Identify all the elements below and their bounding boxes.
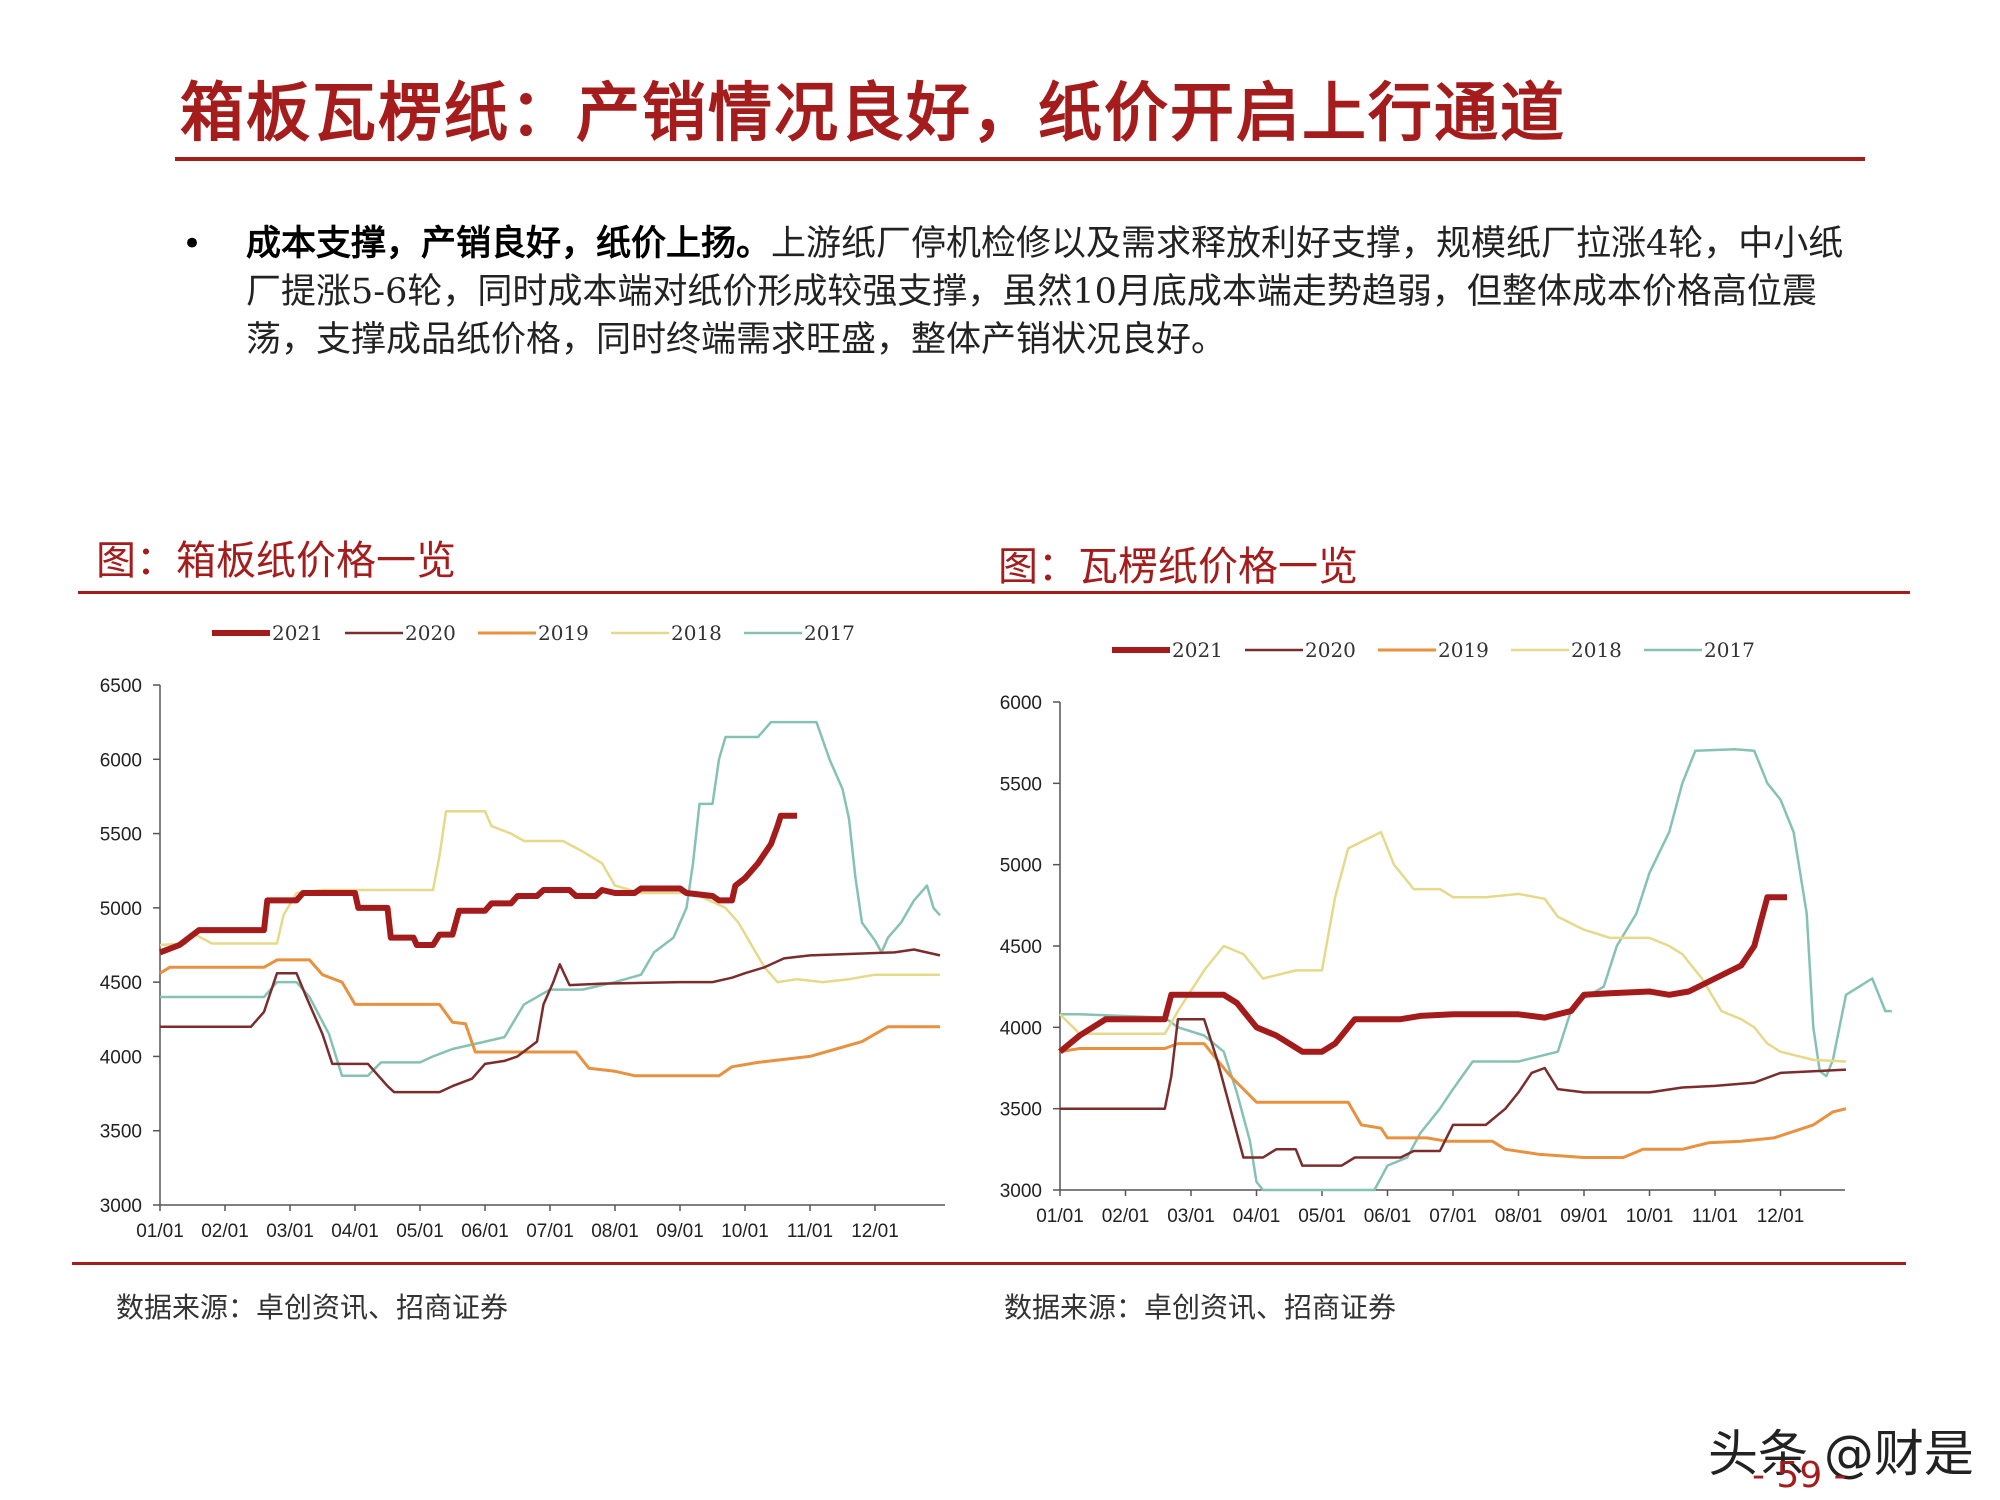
right-x-tick-label: 07/01 (1429, 1206, 1477, 1227)
left-series-line-2017 (160, 720, 941, 1077)
left-x-tick-label: 12/01 (851, 1221, 899, 1242)
right-x-tick-label: 04/01 (1233, 1206, 1281, 1227)
left-y-tick-label: 3500 (100, 1122, 142, 1143)
right-series-line-2019 (1059, 1042, 1847, 1159)
right-y-tick-label: 4000 (1000, 1018, 1042, 1039)
left-x-tick-label: 02/01 (201, 1221, 249, 1242)
left-x-tick-label: 07/01 (526, 1221, 574, 1242)
left-x-tick-label: 09/01 (656, 1221, 704, 1242)
right-x-tick-label: 01/01 (1036, 1206, 1084, 1227)
left-legend-label-2017: 2017 (804, 621, 855, 645)
figure-top-rule (78, 591, 1910, 594)
right-y-tick-label: 3000 (1000, 1181, 1042, 1202)
right-x-tick-label: 11/01 (1692, 1206, 1738, 1227)
right-legend-label-2020: 2020 (1305, 638, 1356, 662)
left-x-tick-label: 08/01 (591, 1221, 639, 1242)
left-y-tick-label: 5500 (100, 825, 142, 846)
left-legend-label-2020: 2020 (405, 621, 456, 645)
right-x-tick-label: 02/01 (1102, 1206, 1150, 1227)
title-underline (175, 157, 1865, 161)
right-series-line-2020 (1060, 1017, 1847, 1167)
right-x-tick-label: 03/01 (1167, 1206, 1215, 1227)
right-y-tick-label: 4500 (1000, 937, 1042, 958)
chart-right: 3000 3500 4000 4500 5000 5500 6000 01/01 02/01 03… (1000, 638, 1892, 1227)
right-y-tick-label: 5000 (1000, 856, 1042, 877)
bullet-bold-lead: 成本支撑，产销良好，纸价上扬。 (246, 224, 772, 264)
left-x-tick-label: 01/01 (136, 1221, 184, 1242)
page-number: - 59 - (1752, 1455, 1847, 1496)
left-legend-label-2019: 2019 (538, 621, 589, 645)
left-y-tick-label: 6000 (100, 750, 142, 771)
right-y-tick-label: 3500 (1000, 1100, 1042, 1121)
left-series-line-2019 (159, 958, 940, 1078)
figure-title-left: 图：箱板纸价格一览 (96, 538, 456, 584)
right-y-tick-label: 6000 (1000, 693, 1042, 714)
chart-left: 3000 3500 4000 4500 5000 5500 6000 6500 01/01 02/… (100, 621, 945, 1242)
left-x-tick-label: 11/01 (787, 1221, 833, 1242)
right-series-line-2018 (1059, 830, 1847, 1063)
figure-bottom-rule (72, 1262, 1906, 1265)
left-x-tick-label: 05/01 (396, 1221, 444, 1242)
left-y-tick-label: 4000 (100, 1047, 142, 1068)
bullet-text: 上游纸厂停机检修以及需求释放利好支撑，规模纸厂拉涨4轮，中小纸厂提涨5-6轮，同… (246, 224, 1844, 360)
left-y-tick-label: 6500 (100, 676, 142, 697)
right-x-tick-label: 08/01 (1495, 1206, 1543, 1227)
left-x-tick-label: 10/01 (721, 1221, 769, 1242)
left-y-tick-label: 4500 (100, 973, 142, 994)
left-x-tick-label: 03/01 (266, 1221, 314, 1242)
left-series-line-2020 (160, 948, 941, 1094)
left-series-line-2018 (159, 810, 940, 984)
left-legend-label-2021: 2021 (272, 621, 323, 645)
right-x-tick-label: 12/01 (1757, 1206, 1805, 1227)
right-x-tick-label: 06/01 (1364, 1206, 1412, 1227)
right-x-tick-label: 10/01 (1626, 1206, 1674, 1227)
left-y-tick-label: 3000 (100, 1196, 142, 1217)
source-left: 数据来源：卓创资讯、招商证券 (116, 1291, 509, 1324)
page-title: 箱板瓦楞纸：产销情况良好，纸价开启上行通道 (180, 77, 1566, 151)
right-legend-label-2019: 2019 (1438, 638, 1489, 662)
bullet-paragraph: 成本支撑，产销良好，纸价上扬。上游纸厂停机检修以及需求释放利好支撑，规模纸厂拉涨… (246, 220, 1846, 364)
source-right: 数据来源：卓创资讯、招商证券 (1004, 1291, 1397, 1324)
right-y-tick-label: 5500 (1000, 774, 1042, 795)
right-x-tick-label: 09/01 (1560, 1206, 1608, 1227)
right-legend-label-2018: 2018 (1571, 638, 1622, 662)
left-x-tick-label: 06/01 (461, 1221, 509, 1242)
right-x-tick-label: 05/01 (1298, 1206, 1346, 1227)
left-legend-label-2018: 2018 (671, 621, 722, 645)
bullet-marker: • (182, 224, 203, 264)
watermark: 头条 @财是 (1708, 1425, 1974, 1483)
figure-title-right: 图：瓦楞纸价格一览 (998, 544, 1358, 590)
left-series-line-2021 (158, 812, 797, 956)
right-legend-label-2017: 2017 (1704, 638, 1755, 662)
left-y-tick-label: 5000 (100, 899, 142, 920)
right-legend-label-2021: 2021 (1172, 638, 1223, 662)
left-x-tick-label: 04/01 (331, 1221, 379, 1242)
right-series-line-2021 (1058, 894, 1787, 1055)
